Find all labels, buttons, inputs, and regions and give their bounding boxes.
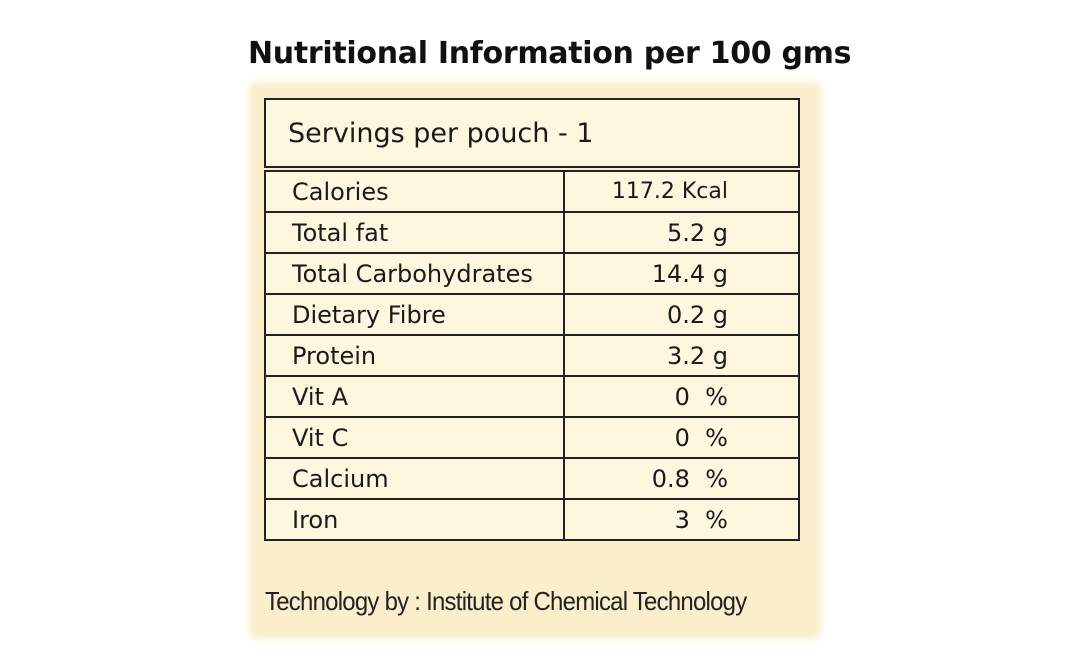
nutrient-name: Total Carbohydrates <box>264 252 565 295</box>
table-row: Dietary Fibre 0.2 g <box>264 293 801 336</box>
servings-box: Servings per pouch - 1 <box>264 98 800 168</box>
nutrient-value: 3.2 g <box>562 334 801 377</box>
nutrient-value: 0 % <box>562 416 801 459</box>
table-row: Protein 3.2 g <box>264 334 801 377</box>
nutrient-value: 117.2 Kcal <box>562 170 801 213</box>
table-row: Vit C 0 % <box>264 416 801 459</box>
nutrition-table: Calories 117.2 Kcal Total fat 5.2 g Tota… <box>264 170 801 541</box>
nutrient-name: Calories <box>264 170 565 213</box>
technology-credit: Technology by : Institute of Chemical Te… <box>265 586 747 616</box>
nutrient-name: Total fat <box>264 211 565 254</box>
nutrient-name: Vit A <box>264 375 565 418</box>
table-row: Total fat 5.2 g <box>264 211 801 254</box>
table-row: Calories 117.2 Kcal <box>264 170 801 213</box>
table-row: Vit A 0 % <box>264 375 801 418</box>
nutrient-value: 0.8 % <box>562 457 801 500</box>
nutrient-name: Dietary Fibre <box>264 293 565 336</box>
nutrient-value: 3 % <box>562 498 801 541</box>
nutrient-value: 5.2 g <box>562 211 801 254</box>
nutrient-name: Protein <box>264 334 565 377</box>
page-title: Nutritional Information per 100 gms <box>248 36 852 71</box>
nutrient-value: 14.4 g <box>562 252 801 295</box>
nutrient-name: Vit C <box>264 416 565 459</box>
table-row: Total Carbohydrates 14.4 g <box>264 252 801 295</box>
nutrient-name: Calcium <box>264 457 565 500</box>
servings-label: Servings per pouch - 1 <box>288 117 594 149</box>
nutrient-value: 0 % <box>562 375 801 418</box>
table-row: Calcium 0.8 % <box>264 457 801 500</box>
table-row: Iron 3 % <box>264 498 801 541</box>
nutrient-name: Iron <box>264 498 565 541</box>
nutrient-value: 0.2 g <box>562 293 801 336</box>
